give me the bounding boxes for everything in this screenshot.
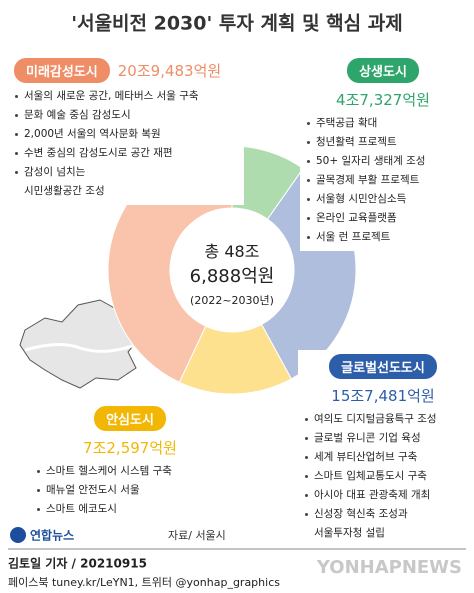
center-text: (2022~2030년) (190, 294, 274, 307)
task-item: 스마트 헬스케어 시스템 구축 (36, 462, 224, 481)
category-amount: 4조7,327억원 (336, 91, 430, 109)
task-item: 온라인 교육플랫폼 (306, 209, 460, 228)
task-item: 매뉴얼 안전도시 서울 (36, 481, 224, 500)
task-item: 서울형 시민안심소득 (306, 190, 460, 209)
task-item: 골목경제 부활 프로젝트 (306, 171, 460, 190)
byline: 김토일 기자 / 20210915 (8, 556, 147, 571)
source: 자료/ 서울시 (168, 529, 226, 542)
task-item: 수변 중심의 감성도시로 공간 재편 (14, 144, 238, 163)
task-item: 감성이 넘치는 시민생활공간 조성 (14, 163, 238, 201)
task-item: 스마트 입체교통도시 구축 (304, 467, 462, 486)
category-header: 미래감성도시 (14, 58, 110, 83)
category-amount: 20조9,483억원 (117, 62, 222, 80)
category-header: 상생도시 (347, 58, 419, 83)
task-item: 50+ 일자리 생태계 조성 (306, 152, 460, 171)
seoul-map (19, 299, 139, 389)
task-item: 주택공급 확대 (306, 114, 460, 133)
task-item: 아시아 대표 관광축제 개최 (304, 486, 462, 505)
task-item: 청년활력 프로젝트 (306, 133, 460, 152)
task-list: 서울의 새로운 공간, 메타버스 서울 구축 문화 예술 중심 감성도시 2,000… (14, 87, 238, 201)
task-item: 여의도 디지털금융특구 조성 (304, 410, 462, 429)
social: 페이스북 tuney.kr/LeYN1, 트위터 @yonhap_graphic… (8, 576, 280, 589)
category-amount: 15조7,481억원 (331, 387, 435, 405)
task-list: 스마트 헬스케어 시스템 구축 매뉴얼 안전도시 서울 스마트 에코도시 (36, 462, 224, 519)
river (24, 343, 136, 353)
logo-mark (10, 527, 26, 543)
center-text: 총 48조 (204, 242, 260, 261)
task-item: 세계 뷰티산업허브 구축 (304, 448, 462, 467)
center-text: 6,888억원 (189, 266, 275, 287)
task-item: 스마트 에코도시 (36, 500, 224, 519)
task-item: 문화 예술 중심 감성도시 (14, 106, 238, 125)
task-list: 여의도 디지털금융특구 조성 글로벌 유니콘 기업 육성 세계 뷰티산업허브 구축 스… (304, 410, 462, 543)
watermark: YONHAPNEWS (316, 557, 462, 578)
task-item: 서울 런 프로젝트 (306, 228, 460, 247)
category-amount: 7조2,597억원 (83, 439, 177, 457)
task-item: 서울의 새로운 공간, 메타버스 서울 구축 (14, 87, 238, 106)
task-item: 신성장 혁신축 조성과 서울투자청 설립 (304, 505, 462, 543)
logo: 연합뉴스 (30, 528, 74, 543)
task-list: 주택공급 확대 청년활력 프로젝트 50+ 일자리 생태계 조성 골목경제 부활 프로… (306, 114, 460, 247)
category-header: 안심도시 (94, 406, 166, 431)
category-header: 글로벌선도도시 (329, 354, 437, 379)
task-item: 글로벌 유니콘 기업 육성 (304, 429, 462, 448)
task-item: 2,000년 서울의 역사문화 복원 (14, 125, 238, 144)
chart-title: '서울비전 2030' 투자 계획 및 핵심 과제 (71, 13, 402, 35)
